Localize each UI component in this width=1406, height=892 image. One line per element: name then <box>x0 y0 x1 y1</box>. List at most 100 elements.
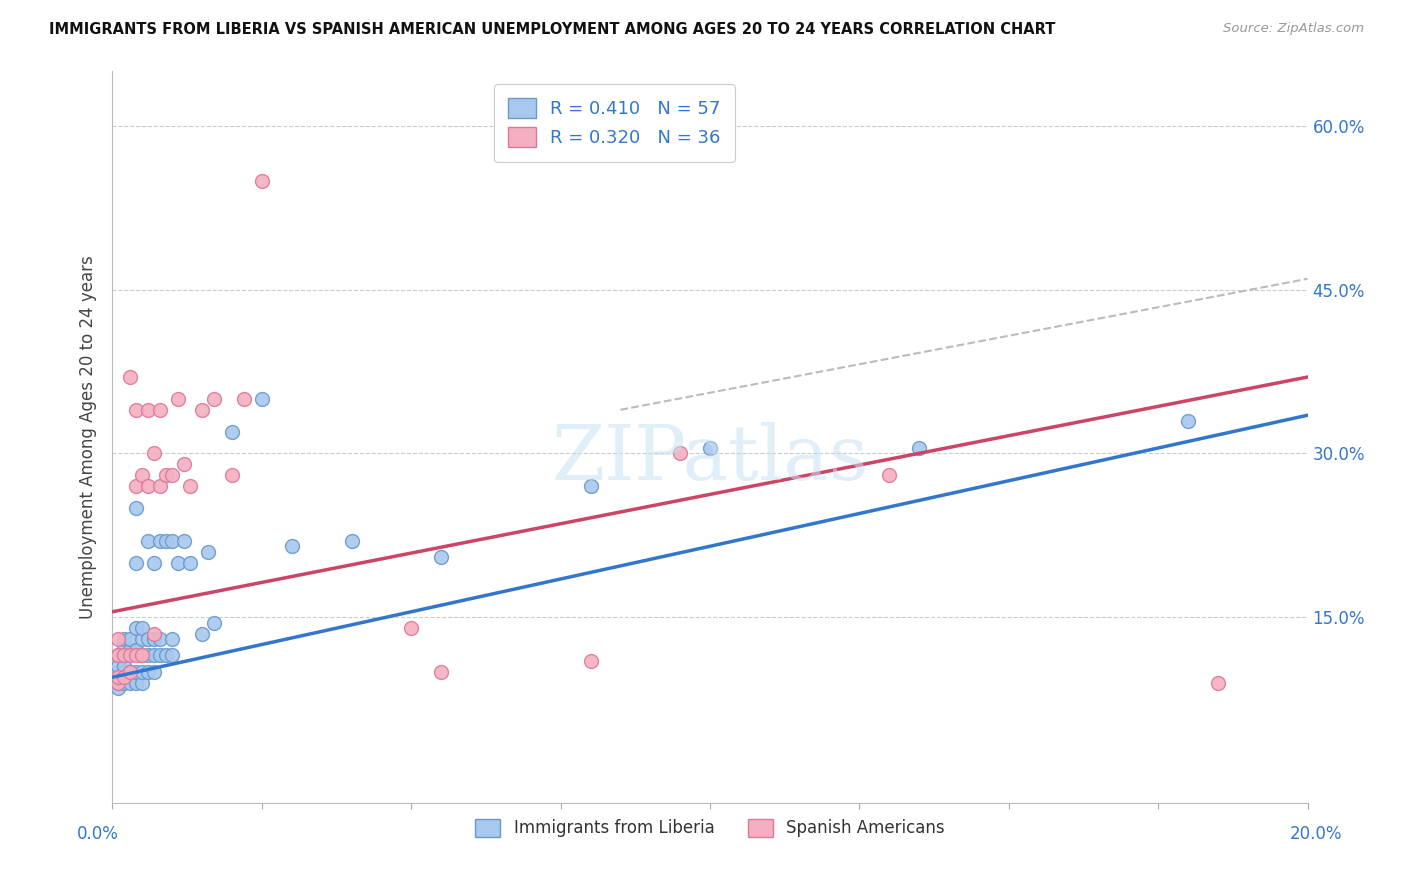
Point <box>107 670 129 684</box>
Point <box>114 665 135 679</box>
Point <box>107 648 129 663</box>
Point <box>155 648 177 663</box>
Point <box>114 648 135 663</box>
Point <box>125 643 148 657</box>
Point <box>114 659 135 673</box>
Point <box>125 402 148 417</box>
Point <box>281 539 304 553</box>
Point <box>107 648 129 663</box>
Point <box>107 675 129 690</box>
Point <box>401 621 423 635</box>
Point <box>179 479 201 493</box>
Point <box>114 648 135 663</box>
Y-axis label: Unemployment Among Ages 20 to 24 years: Unemployment Among Ages 20 to 24 years <box>79 255 97 619</box>
Point <box>202 615 225 630</box>
Point <box>120 632 142 646</box>
Point <box>138 402 160 417</box>
Text: IMMIGRANTS FROM LIBERIA VS SPANISH AMERICAN UNEMPLOYMENT AMONG AGES 20 TO 24 YEA: IMMIGRANTS FROM LIBERIA VS SPANISH AMERI… <box>49 22 1056 37</box>
Point <box>162 648 183 663</box>
Point <box>107 632 129 646</box>
Text: 0.0%: 0.0% <box>77 825 120 843</box>
Point <box>107 659 129 673</box>
Point <box>162 533 183 548</box>
Point <box>149 402 172 417</box>
Point <box>179 556 201 570</box>
Point <box>167 556 190 570</box>
Point <box>138 533 160 548</box>
Point <box>131 648 153 663</box>
Point <box>173 458 195 472</box>
Point <box>221 468 243 483</box>
Point <box>138 648 160 663</box>
Point <box>162 632 183 646</box>
Point <box>131 665 153 679</box>
Point <box>131 468 153 483</box>
Point <box>114 670 135 684</box>
Point <box>149 533 172 548</box>
Point <box>120 665 142 679</box>
Point <box>908 441 931 455</box>
Legend: Immigrants from Liberia, Spanish Americans: Immigrants from Liberia, Spanish America… <box>467 810 953 846</box>
Point <box>131 632 153 646</box>
Point <box>191 626 214 640</box>
Point <box>125 621 148 635</box>
Point <box>149 479 172 493</box>
Point <box>125 556 148 570</box>
Point <box>191 402 214 417</box>
Point <box>430 665 453 679</box>
Point <box>699 441 721 455</box>
Point <box>233 392 256 406</box>
Point <box>143 632 166 646</box>
Point <box>1206 675 1229 690</box>
Point <box>143 665 166 679</box>
Point <box>107 681 129 695</box>
Point <box>107 675 129 690</box>
Point <box>173 533 195 548</box>
Point <box>114 638 135 652</box>
Point <box>125 648 148 663</box>
Point <box>143 648 166 663</box>
Point <box>120 675 142 690</box>
Point <box>340 533 363 548</box>
Point <box>125 665 148 679</box>
Point <box>155 468 177 483</box>
Point <box>149 632 172 646</box>
Point <box>155 533 177 548</box>
Point <box>669 446 692 460</box>
Point <box>430 550 453 565</box>
Point <box>131 648 153 663</box>
Point <box>131 621 153 635</box>
Point <box>221 425 243 439</box>
Point <box>149 648 172 663</box>
Point <box>120 643 142 657</box>
Text: Source: ZipAtlas.com: Source: ZipAtlas.com <box>1223 22 1364 36</box>
Point <box>143 446 166 460</box>
Point <box>125 479 148 493</box>
Point <box>107 665 129 679</box>
Point <box>250 173 273 187</box>
Point <box>120 665 142 679</box>
Point <box>202 392 225 406</box>
Point <box>114 675 135 690</box>
Point <box>1177 414 1199 428</box>
Point <box>162 468 183 483</box>
Text: ZIPatlas: ZIPatlas <box>551 422 869 496</box>
Point <box>120 648 142 663</box>
Point <box>250 392 273 406</box>
Point <box>879 468 901 483</box>
Point <box>131 675 153 690</box>
Point <box>138 665 160 679</box>
Point <box>579 654 602 668</box>
Point <box>143 626 166 640</box>
Point <box>143 556 166 570</box>
Point <box>114 632 135 646</box>
Point <box>579 479 602 493</box>
Point <box>125 501 148 516</box>
Point <box>167 392 190 406</box>
Point <box>120 370 142 384</box>
Point <box>197 545 219 559</box>
Point <box>125 675 148 690</box>
Point <box>138 632 160 646</box>
Text: 20.0%: 20.0% <box>1291 825 1343 843</box>
Point <box>138 479 160 493</box>
